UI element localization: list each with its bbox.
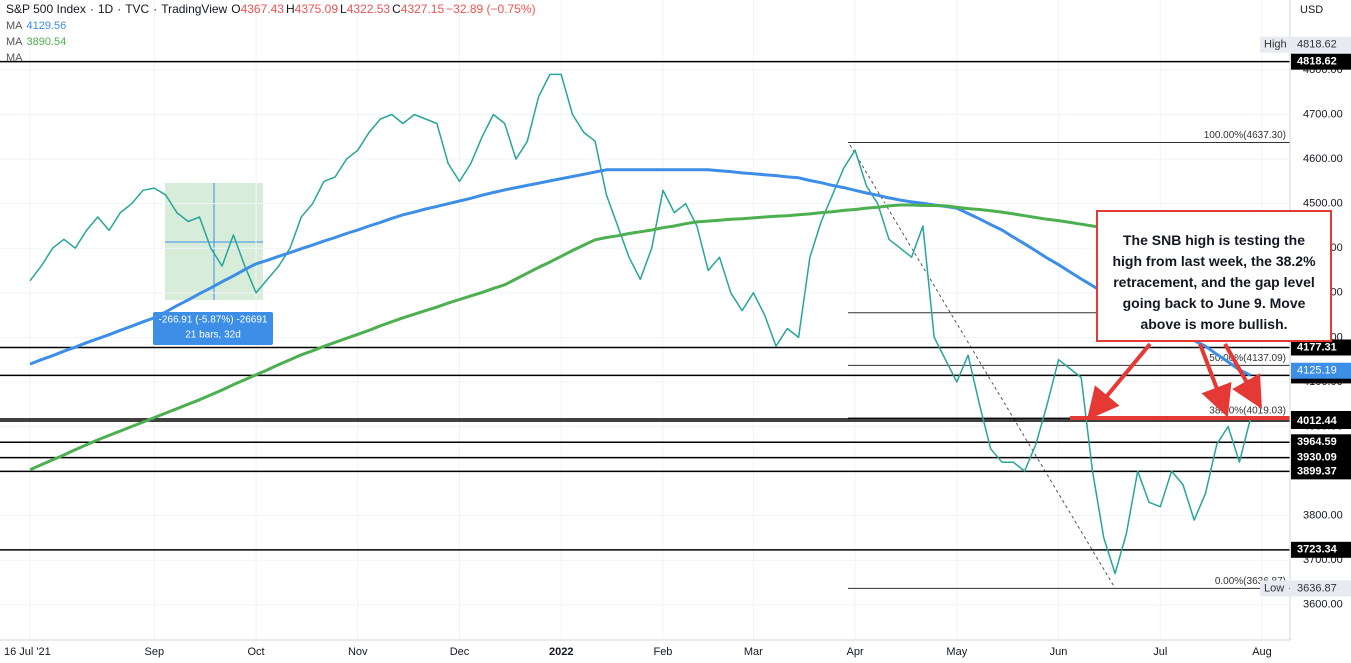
level-tag <box>1291 449 1351 466</box>
ma-value: 3890.54 <box>26 36 67 48</box>
ma-name: MA <box>6 36 23 48</box>
x-tick-label: Oct <box>247 646 264 658</box>
fib-trend-line <box>849 144 1116 589</box>
currency: USD <box>1300 4 1323 16</box>
level-tag <box>1291 53 1351 70</box>
ma-tag <box>1291 362 1351 379</box>
x-tick-label: Nov <box>348 646 368 658</box>
level-tag <box>1291 541 1351 558</box>
level-label: 3930.09 <box>1297 452 1337 464</box>
time-axis <box>0 640 1351 663</box>
ma-line <box>29 168 1252 377</box>
legend: S&P 500 Index · 1D · TVC · TradingView O4367.43… <box>6 2 540 64</box>
measure-label: -266.91 (-5.87%) -26691 <box>159 315 268 326</box>
symbol: S&P 500 Index <box>6 2 86 16</box>
change: −32.89 (−0.75%) <box>446 2 536 16</box>
level-label: 3964.59 <box>1297 436 1337 448</box>
ma-name: MA <box>6 20 23 32</box>
level-tag <box>1291 339 1351 356</box>
level-label: 4177.31 <box>1297 341 1337 353</box>
price-line <box>29 73 1252 575</box>
ohlc-value: 4327.15 <box>400 2 445 16</box>
ma-row: MA <box>6 52 540 64</box>
ohlc-item: H4375.09 <box>286 2 338 16</box>
ohlc-key: L <box>340 2 347 16</box>
ma-row: MA 3890.54 <box>6 36 540 48</box>
low-label: Low <box>1264 582 1284 594</box>
source: TVC <box>125 2 150 16</box>
level-tag <box>1291 463 1351 480</box>
x-tick-label: Apr <box>847 646 864 658</box>
level-tag <box>1291 412 1351 429</box>
y-tick-label: 4700.00 <box>1303 108 1343 120</box>
level-label: 4012.44 <box>1297 415 1338 427</box>
platform: TradingView <box>161 2 228 16</box>
ma-value: 4129.56 <box>26 20 67 32</box>
ohlc-value: 4322.53 <box>346 2 391 16</box>
ma-tag-label: 4125.19 <box>1297 365 1337 377</box>
low-box <box>1260 580 1289 597</box>
x-tick-label: Sep <box>145 646 165 658</box>
y-tick-label: 4600.00 <box>1303 153 1343 165</box>
fib-label: 0.00%(3636.87) <box>1215 576 1286 587</box>
ohlc-value: 4367.43 <box>240 2 284 16</box>
y-tick-label: 4500.00 <box>1303 198 1343 210</box>
ohlc-key: C <box>392 2 401 16</box>
x-tick-label: Jun <box>1050 646 1068 658</box>
ohlc-item: O4367.43 <box>231 2 284 16</box>
ohlc-key: H <box>285 2 295 16</box>
low-value-box <box>1291 580 1351 597</box>
low-value: 3636.87 <box>1297 582 1337 594</box>
x-tick-label: Mar <box>744 646 763 658</box>
ma-name: MA <box>6 52 23 64</box>
measure-label-bg <box>153 312 273 345</box>
ohlc-value: 4375.09 <box>294 2 339 16</box>
y-tick-label: 3600.00 <box>1303 599 1343 611</box>
x-tick-label: Aug <box>1252 646 1272 658</box>
high-value: 4818.62 <box>1297 39 1337 51</box>
fib-label: 100.00%(4637.30) <box>1204 130 1286 141</box>
ohlc-key: O <box>231 2 241 16</box>
x-tick-label: Dec <box>450 646 470 658</box>
level-label: 3899.37 <box>1297 465 1337 477</box>
y-tick-label: 3800.00 <box>1303 510 1343 522</box>
x-tick-label: 2022 <box>549 646 573 658</box>
x-tick-label: May <box>946 646 967 658</box>
measure-label: 21 bars, 32d <box>185 330 241 341</box>
ohlc-item: C4327.15 <box>392 2 444 16</box>
fib-label: 38.20%(4019.03) <box>1209 406 1286 417</box>
x-tick-label: Feb <box>653 646 672 658</box>
annotation: The SNB high is testing the high from la… <box>1096 210 1332 342</box>
level-tag <box>1291 434 1351 451</box>
ma-row: MA 4129.56 <box>6 20 540 32</box>
x-tick-label: 16 Jul '21 <box>4 646 51 658</box>
x-tick-label: Jul <box>1153 646 1167 658</box>
high-label: High <box>1264 39 1287 51</box>
high-value-box <box>1291 36 1351 53</box>
level-label: 3723.34 <box>1297 544 1338 556</box>
high-box <box>1260 36 1289 53</box>
interval: 1D <box>97 2 114 16</box>
ma-line <box>29 203 1251 472</box>
level-label: 4818.62 <box>1297 56 1337 68</box>
ohlc-item: L4322.53 <box>340 2 390 16</box>
